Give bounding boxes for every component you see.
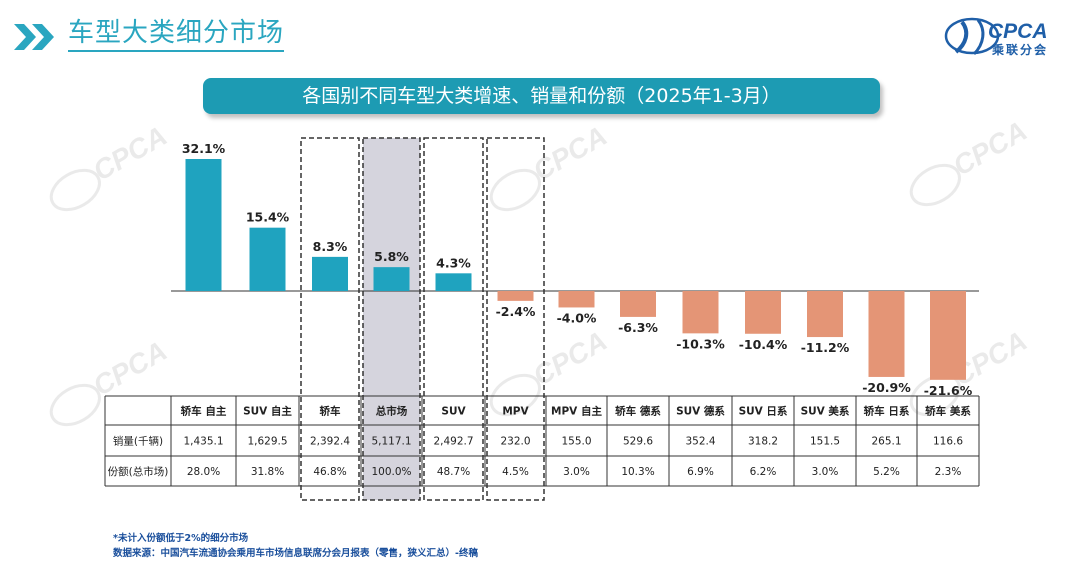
table-cell: 28.0% xyxy=(187,466,220,478)
bar-10 xyxy=(807,291,843,338)
table-cell: 318.2 xyxy=(748,436,778,448)
table-cell: 352.4 xyxy=(685,436,715,448)
watermark-logo: CPCA xyxy=(909,115,1032,207)
table-cell: 1,629.5 xyxy=(247,436,287,448)
table-cell: 2,492.7 xyxy=(433,436,473,448)
watermark-logo: CPCA xyxy=(489,120,612,212)
tick-label: 轿车 xyxy=(320,405,341,418)
tick-label: 轿车 德系 xyxy=(615,405,661,418)
data-label: -6.3% xyxy=(618,320,658,335)
table-cell: 46.8% xyxy=(313,466,346,478)
data-label: 4.3% xyxy=(436,255,471,270)
dashed-highlight-box xyxy=(486,137,545,501)
data-label: 5.8% xyxy=(374,249,409,264)
table-cell: 265.1 xyxy=(871,436,901,448)
table-cell: 5.2% xyxy=(873,466,900,478)
svg-text:CPCA: CPCA xyxy=(988,20,1048,43)
data-label: 32.1% xyxy=(182,141,226,156)
bar-9 xyxy=(745,291,781,334)
data-label: 8.3% xyxy=(313,239,348,254)
table-cell: 1,435.1 xyxy=(183,436,223,448)
tick-label: 轿车 美系 xyxy=(925,405,971,418)
data-label: 15.4% xyxy=(246,210,290,225)
table-cell: 2,392.4 xyxy=(310,436,350,448)
bar-2 xyxy=(312,256,348,291)
watermark-logo: CPCA xyxy=(49,120,172,212)
double-chevron-icon xyxy=(14,24,54,50)
data-label: -20.9% xyxy=(862,380,911,395)
table-cell: 100.0% xyxy=(371,466,411,478)
dashed-highlight-box xyxy=(300,137,360,501)
tick-label: SUV 美系 xyxy=(801,405,850,418)
bar-6 xyxy=(558,291,595,308)
footnote-source: 数据来源：中国汽车流通协会乘用车市场信息联席分会月报表（零售，狭义汇总）-终稿 xyxy=(113,548,478,559)
bar-1 xyxy=(249,227,286,291)
tick-label: SUV 自主 xyxy=(243,405,292,418)
data-label: -10.4% xyxy=(739,337,788,352)
bar-8 xyxy=(682,291,719,334)
table-cell: 31.8% xyxy=(251,466,284,478)
table-cell: 232.0 xyxy=(500,436,530,448)
table-cell: 6.9% xyxy=(687,466,714,478)
chart-title-banner: 各国别不同车型大类增速、销量和份额（2025年1-3月） xyxy=(203,78,880,114)
dashed-highlight-box xyxy=(362,137,421,501)
bar-11 xyxy=(868,291,905,377)
footnote-note: *未计入份额低于2%的细分市场 xyxy=(113,533,249,544)
logo-subtitle: 乘联分会 xyxy=(992,43,1049,57)
data-label: -11.2% xyxy=(801,340,850,355)
table-cell: 155.0 xyxy=(561,436,591,448)
bar-12 xyxy=(930,291,966,380)
watermark-logo: CPCA xyxy=(49,335,172,427)
bar-5 xyxy=(497,291,534,301)
table-cell: 3.0% xyxy=(563,466,590,478)
header: 车型大类细分市场 CPCA 乘联分会 xyxy=(0,0,1080,70)
table-cell: 3.0% xyxy=(812,466,839,478)
tick-label: MPV 自主 xyxy=(551,405,602,418)
tick-label: SUV 德系 xyxy=(676,405,725,418)
data-label: -4.0% xyxy=(557,310,597,325)
tick-label: SUV xyxy=(441,406,466,418)
table-row-label: 销量(千辆) xyxy=(113,435,163,448)
table-row-label: 份额(总市场) xyxy=(108,465,169,478)
bar-7 xyxy=(620,291,656,317)
bar-0 xyxy=(185,159,222,291)
table-cell: 48.7% xyxy=(437,466,470,478)
data-label: -2.4% xyxy=(496,304,536,319)
table-cell: 4.5% xyxy=(502,466,529,478)
cpca-logo: CPCA xyxy=(944,17,1048,56)
table-cell: 10.3% xyxy=(621,466,654,478)
tick-label: 轿车 自主 xyxy=(181,405,227,418)
table-cell: 2.3% xyxy=(935,466,962,478)
tick-label: 总市场 xyxy=(376,405,408,418)
data-label: -10.3% xyxy=(676,336,725,351)
table-cell: 6.2% xyxy=(750,466,777,478)
table-cell: 5,117.1 xyxy=(371,436,411,448)
page-title: 车型大类细分市场 xyxy=(68,17,285,52)
table-cell: 116.6 xyxy=(933,436,963,448)
tick-label: SUV 日系 xyxy=(739,405,788,418)
table-cell: 529.6 xyxy=(623,436,653,448)
tick-label: MPV xyxy=(502,406,529,418)
tick-label: 轿车 日系 xyxy=(864,405,910,418)
data-label: -21.6% xyxy=(924,383,973,398)
dashed-highlight-box xyxy=(423,137,484,501)
highlight-column xyxy=(363,138,420,500)
bar-3 xyxy=(373,267,410,291)
table-cell: 151.5 xyxy=(810,436,840,448)
bar-4 xyxy=(435,273,472,291)
watermark-logo: CPCA xyxy=(489,325,612,417)
